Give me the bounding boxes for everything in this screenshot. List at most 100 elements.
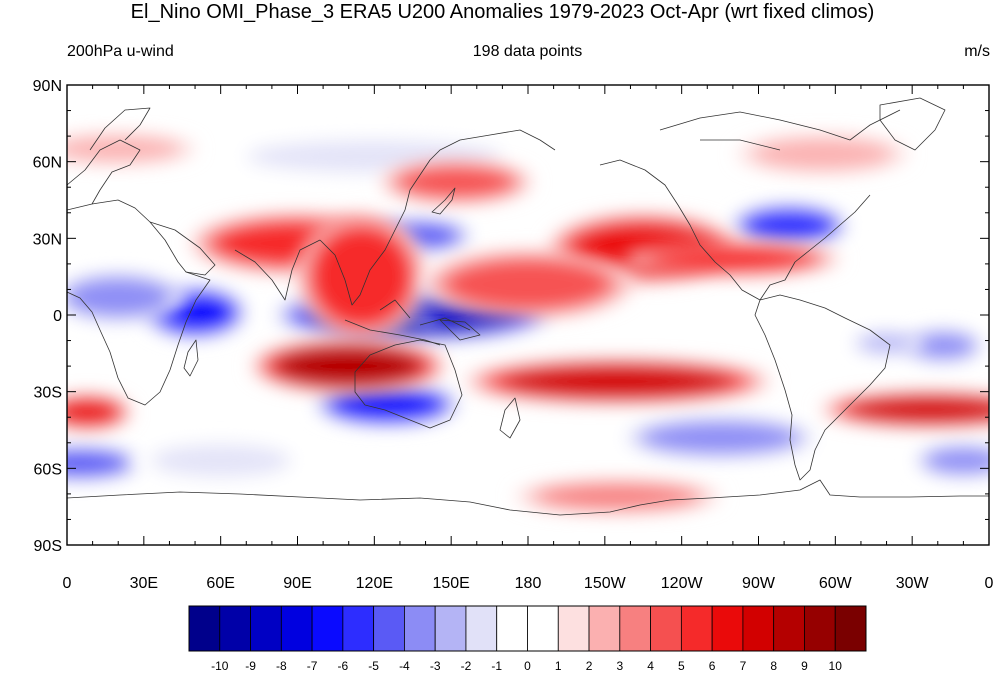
anomaly-contour (505, 365, 730, 398)
colorbar-box (404, 605, 436, 652)
anomaly-blob-8 (67, 445, 145, 481)
anomaly-blob-3 (67, 271, 187, 323)
lat-label: 30S (34, 385, 62, 402)
latitude-labels: 90N 60N 30N 0 30S 60S 90S (33, 78, 62, 555)
lat-label: 60N (33, 155, 62, 172)
colorbar-label: 5 (678, 659, 685, 673)
colorbar-label: 3 (616, 659, 623, 673)
anomaly-blob-22 (67, 394, 132, 430)
anomaly-contour (752, 138, 893, 170)
anomaly-blob-19 (624, 241, 842, 277)
anomaly-contour (447, 258, 609, 310)
coastline-antarctica (67, 479, 989, 516)
anomaly-blob-12 (134, 441, 307, 481)
colorbar-box (834, 605, 867, 652)
anomaly-contour (643, 421, 797, 454)
colorbar-label: 9 (801, 659, 808, 673)
colorbar-labels: -10 -9 -8 -7 -6 -5 -4 -3 -2 -1 0 1 2 3 4 5 6 7 8 9 10 (211, 659, 842, 673)
coastline-europe (67, 139, 141, 205)
anomaly-contour (924, 447, 989, 474)
colorbar-box (557, 605, 590, 652)
coastline-australia (354, 339, 463, 429)
colorbar-label: -3 (430, 659, 441, 673)
anomaly-contour (857, 333, 916, 353)
anomaly-blob-24 (67, 133, 197, 165)
coastline-india (234, 239, 321, 301)
colorbar-box (773, 605, 805, 652)
colorbar-frame (188, 605, 867, 652)
anomaly-contour (744, 209, 835, 242)
colorbar-label: -7 (307, 659, 318, 673)
coastline-new-zealand (499, 397, 521, 439)
colorbar-box (311, 605, 344, 652)
data-points-label: 198 data points (472, 43, 583, 60)
lat-label: 60S (34, 461, 62, 478)
colorbar-label: 4 (647, 659, 654, 673)
axis-ticks (66, 84, 990, 546)
colorbar-box (588, 605, 621, 652)
anomaly-blob-4 (312, 382, 463, 427)
colorbar-box (650, 605, 682, 652)
anomaly-contour (278, 346, 420, 386)
anomaly-contour (313, 228, 410, 325)
units-label: m/s (964, 43, 990, 60)
colorbar-label: -4 (399, 659, 410, 673)
colorbar-box (250, 605, 282, 652)
lon-label: 90W (742, 575, 776, 592)
colorbar-label: -10 (211, 659, 229, 673)
coastline-southeast-asia (319, 174, 421, 306)
variable-label: 200hPa u-wind (67, 43, 174, 60)
colorbar-box (465, 605, 498, 652)
anomaly-blob-26 (514, 479, 722, 513)
anomaly-contour (332, 388, 442, 421)
lon-label: 90E (283, 575, 311, 592)
anomaly-blob-6 (727, 203, 851, 248)
anomaly-field (67, 133, 989, 513)
colorbar-label: -5 (368, 659, 379, 673)
colorbar-label: 2 (586, 659, 593, 673)
map-title: El_Nino OMI_Phase_3 ERA5 U200 Anomalies … (130, 1, 875, 23)
anomaly-contour (652, 246, 813, 272)
colorbar-label: -1 (491, 659, 502, 673)
colorbar-box (680, 605, 713, 652)
coastline-new-guinea (439, 319, 481, 341)
anomaly-contour (67, 450, 128, 476)
coastline-madagascar (183, 339, 199, 377)
lat-label: 90N (33, 78, 62, 95)
colorbar-label: -6 (338, 659, 349, 673)
colorbar-box (527, 605, 559, 652)
lon-label: 30W (896, 575, 930, 592)
anomaly-contour (398, 166, 514, 199)
colorbar-box (742, 605, 775, 652)
colorbar-label: 0 (524, 659, 531, 673)
lon-label: 60E (206, 575, 234, 592)
colorbar-box (496, 605, 528, 652)
colorbar-label: 6 (709, 659, 716, 673)
coastline-south-america (754, 294, 891, 481)
colorbar-label: 8 (770, 659, 777, 673)
coastline-arabia (149, 221, 216, 276)
anomaly-contour (537, 483, 698, 510)
colorbar-box (188, 605, 221, 652)
lon-label: 120W (661, 575, 704, 592)
longitude-labels: 0 30E 60E 90E 120E 150E 180 150W 120W 90W 60W 30W 0 (63, 575, 994, 592)
lat-label: 90S (34, 538, 62, 555)
anomaly-blob-20 (421, 250, 635, 319)
lon-label: 30E (130, 575, 158, 592)
anomaly-contour (910, 332, 975, 359)
anomaly-contour (67, 399, 120, 425)
lon-label: 180 (515, 575, 542, 592)
colorbar-label: -9 (245, 659, 256, 673)
colorbar-box (434, 605, 467, 652)
coastlines (67, 97, 989, 516)
colorbar-box (280, 605, 313, 652)
anomaly-blob-16 (251, 339, 447, 393)
anomaly-contour (850, 396, 989, 423)
lon-label: 0 (63, 575, 72, 592)
colorbar-label: 1 (555, 659, 562, 673)
colorbar-box (342, 605, 375, 652)
coastline-greenland (879, 97, 946, 151)
anomaly-blob-9 (912, 443, 989, 478)
anomaly-blob-15 (296, 211, 427, 342)
